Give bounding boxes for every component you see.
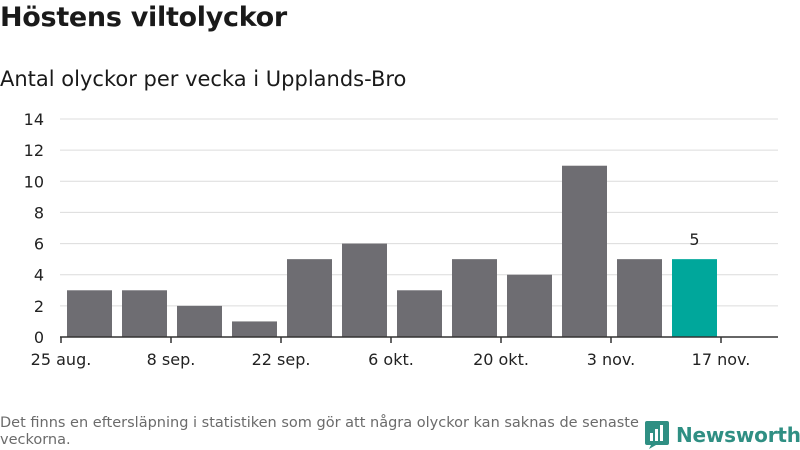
y-tick-label: 10: [24, 172, 44, 191]
y-tick-label: 2: [34, 297, 44, 316]
x-tick-label: 22 sep.: [252, 350, 311, 369]
bar: [67, 290, 112, 337]
footnote: Det finns en eftersläpning i statistiken…: [0, 415, 639, 448]
bar: [342, 243, 387, 337]
y-tick-label: 8: [34, 203, 44, 222]
bar: [452, 259, 497, 337]
brand-logo: Newsworthy: [644, 420, 800, 450]
x-tick-label: 20 okt.: [473, 350, 529, 369]
bar-highlight: [672, 259, 717, 337]
x-tick-label: 8 sep.: [147, 350, 196, 369]
x-tick-label: 3 nov.: [587, 350, 636, 369]
y-tick-label: 4: [34, 266, 44, 285]
y-tick-label: 14: [24, 110, 44, 129]
bar: [287, 259, 332, 337]
x-tick-label: 6 okt.: [368, 350, 414, 369]
y-tick-label: 12: [24, 141, 44, 160]
bar: [397, 290, 442, 337]
newsworthy-logo-icon: [645, 421, 669, 449]
brand-name: Newsworthy: [676, 423, 800, 447]
chart-title: Höstens viltolyckor: [0, 2, 287, 33]
bar: [617, 259, 662, 337]
bar: [507, 274, 552, 337]
y-tick-label: 6: [34, 235, 44, 254]
data-label: 5: [689, 230, 699, 249]
bar-chart: 0 2 4 6 8 10 12 14 5 25 aug. 8 sep. 22 sep. 6 okt. 20…: [24, 110, 778, 369]
bar: [232, 321, 277, 337]
y-tick-label: 0: [34, 328, 44, 347]
bar: [562, 165, 607, 337]
bar: [122, 290, 167, 337]
x-tick-label: 17 nov.: [692, 350, 751, 369]
x-tick-label: 25 aug.: [31, 350, 92, 369]
chart-subtitle: Antal olyckor per vecka i Upplands-Bro: [0, 67, 407, 91]
bar: [177, 305, 222, 337]
